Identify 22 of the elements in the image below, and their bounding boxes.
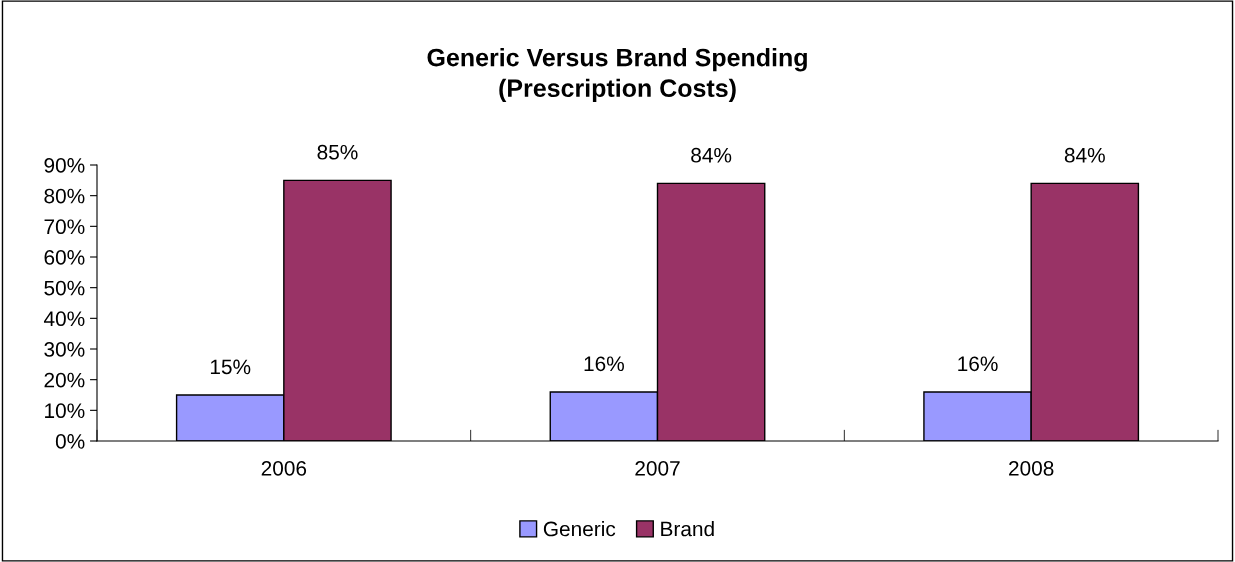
data-label: 16% [584, 356, 624, 372]
data-label: 84% [1064, 147, 1105, 163]
data-label: 84% [691, 147, 732, 163]
x-tick-label: 2008 [1009, 460, 1054, 476]
data-label: 16% [958, 356, 998, 372]
y-tick-label: 10% [45, 403, 85, 419]
x-tick-label: 2006 [261, 460, 307, 476]
y-tick-label: 80% [44, 188, 85, 204]
y-tick-label: 60% [44, 250, 85, 265]
y-tick-label: 50% [44, 280, 85, 296]
chart-title: Generic Versus Brand Spending (Prescription Costs) [427, 48, 807, 102]
y-tick-label: 0% [55, 434, 85, 449]
y-tick-label: 20% [44, 372, 85, 388]
data-label: 15% [210, 359, 251, 375]
y-tick-label: 40% [43, 311, 85, 327]
x-tick-label: 2007 [635, 460, 680, 476]
legend-label: Generic [543, 521, 616, 537]
y-tick-label: 90% [44, 158, 85, 173]
y-tick-label: 30% [44, 342, 85, 357]
legend-label: Brand [661, 521, 714, 537]
y-tick-label: 70% [44, 219, 85, 235]
data-label: 85% [317, 144, 358, 160]
